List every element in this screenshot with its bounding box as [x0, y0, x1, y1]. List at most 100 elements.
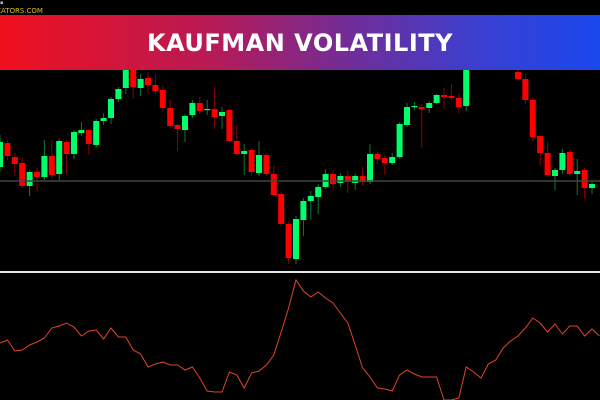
candle-body [182, 116, 188, 130]
bullish-candle [204, 100, 211, 115]
candle-body [581, 170, 588, 188]
bearish-candle [544, 142, 551, 177]
bullish-candle [137, 74, 144, 96]
candle-body [396, 124, 403, 157]
candle-body [78, 130, 85, 133]
candle-body [115, 89, 122, 99]
candle-body [122, 70, 129, 88]
candle-body [152, 85, 159, 91]
bullish-candle [307, 191, 314, 220]
candle-body [359, 176, 366, 182]
candle-body [34, 172, 40, 177]
bearish-candle [145, 72, 151, 93]
bearish-candle [130, 65, 137, 99]
bullish-candle [396, 122, 403, 159]
bearish-candle [152, 74, 159, 94]
bullish-candle [433, 94, 440, 104]
candle-body [433, 95, 440, 103]
bullish-candle [552, 168, 558, 190]
bullish-candle [0, 135, 3, 172]
kaufman-volatility-line [0, 278, 600, 400]
candle-body [537, 136, 544, 153]
candle-body [367, 154, 373, 182]
bullish-candle [26, 170, 33, 196]
candle-body [63, 142, 70, 154]
bullish-candle [352, 174, 359, 190]
candle-body [381, 158, 388, 163]
candle-body [256, 155, 262, 173]
bullish-candle [93, 119, 100, 147]
bullish-candle [100, 113, 107, 125]
bearish-candle [63, 140, 70, 174]
candle-body [270, 174, 277, 195]
bearish-candle [515, 68, 521, 81]
candle-body [337, 176, 344, 183]
bullish-candle [182, 114, 188, 142]
bearish-candle [359, 167, 366, 185]
candle-body [226, 110, 233, 141]
bearish-candle [211, 87, 218, 129]
candle-body [241, 151, 248, 154]
candle-body [448, 96, 455, 98]
candle-body [418, 107, 425, 109]
candle-body [389, 157, 396, 163]
candle-body [463, 70, 470, 106]
indicator-panel [0, 278, 600, 400]
bullish-candle [367, 144, 373, 184]
bullish-candle [559, 149, 566, 174]
bullish-candle [589, 182, 595, 194]
bearish-candle [455, 93, 462, 113]
corner-mark: ▪ [0, 0, 4, 6]
bullish-candle [411, 102, 418, 110]
bearish-candle [19, 158, 26, 188]
bearish-candle [522, 74, 529, 104]
bullish-candle [256, 141, 262, 176]
candle-body [278, 194, 285, 224]
candle-body [307, 196, 314, 201]
candle-body [589, 184, 595, 188]
candle-body [0, 142, 3, 167]
candle-body [263, 155, 270, 174]
bearish-candle [196, 97, 203, 114]
candle-body [48, 156, 55, 175]
candle-body [41, 156, 48, 177]
bearish-candle [248, 148, 255, 176]
candle-body [219, 112, 225, 116]
candle-body [159, 90, 166, 108]
bearish-candle [159, 85, 166, 112]
bearish-candle [537, 135, 544, 166]
candle-body [293, 219, 299, 259]
candle-body [544, 153, 551, 175]
bearish-candle [374, 152, 381, 164]
candle-body [566, 152, 573, 174]
bearish-candle [85, 129, 92, 155]
price-panel [0, 60, 595, 264]
candle-body [11, 157, 18, 164]
bearish-candle [174, 124, 181, 151]
candle-body [552, 170, 558, 176]
candle-body [315, 187, 322, 197]
bullish-candle [322, 169, 329, 189]
candle-body [330, 174, 336, 184]
bullish-candle [389, 153, 396, 165]
candle-body [285, 224, 292, 258]
candle-body [19, 163, 26, 186]
watermark: ICATORS.COM [0, 7, 43, 15]
candle-body [455, 98, 462, 107]
bullish-candle [315, 184, 322, 214]
bullish-candle [219, 107, 225, 129]
bearish-candle [285, 222, 292, 264]
candle-body [559, 153, 566, 170]
candle-body [574, 171, 581, 174]
candle-body [174, 125, 181, 129]
bullish-candle [300, 198, 307, 236]
bullish-candle [115, 87, 122, 102]
candle-body [404, 107, 410, 125]
candle-body [300, 201, 307, 220]
bullish-candle [189, 100, 196, 118]
candle-body [93, 121, 100, 145]
candle-body [515, 72, 521, 79]
bullish-candle [241, 144, 248, 175]
